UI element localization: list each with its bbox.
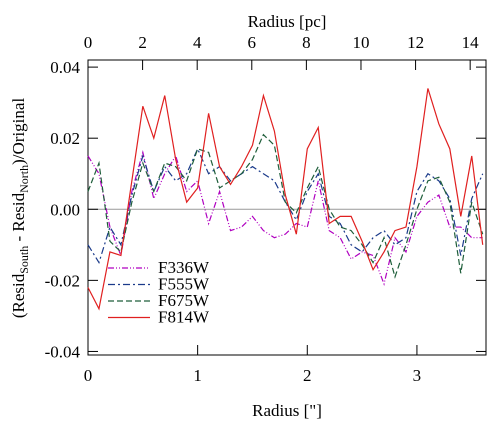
legend-label: F814W xyxy=(158,308,210,327)
x2-tick-label: 0 xyxy=(84,33,93,52)
y-tick-label: -0.04 xyxy=(45,342,81,361)
series-line xyxy=(87,150,483,286)
series-line xyxy=(87,88,484,311)
y-title-part: )/Original xyxy=(9,98,28,165)
x-tick-label: 0 xyxy=(84,366,93,385)
y-tick-label: 0.04 xyxy=(50,58,80,77)
y-tick-label: 0.00 xyxy=(50,200,80,219)
x2-tick-label: 4 xyxy=(193,33,202,52)
x2-tick-label: 2 xyxy=(138,33,147,52)
y-tick-label: 0.02 xyxy=(50,129,80,148)
legend-label: F336W xyxy=(158,258,210,277)
y-title-sub: South xyxy=(17,246,31,274)
x2-tick-label: 6 xyxy=(248,33,257,52)
y-title-part: - Resid xyxy=(9,192,28,245)
x2-tick-label: 10 xyxy=(352,33,369,52)
y-title-sub: North xyxy=(17,165,31,193)
x-tick-label: 3 xyxy=(413,366,422,385)
x2-tick-label: 8 xyxy=(302,33,311,52)
legend-label: F555W xyxy=(158,275,210,294)
y-title-part: (Resid xyxy=(9,273,28,318)
x-axis-title: Radius ["] xyxy=(252,401,322,420)
x2-tick-label: 14 xyxy=(462,33,480,52)
y-tick-label: -0.02 xyxy=(45,271,80,290)
series-line xyxy=(87,133,484,279)
x2-axis-title: Radius [pc] xyxy=(248,12,327,31)
plot-frame xyxy=(87,59,487,356)
x2-tick-label: 12 xyxy=(407,33,424,52)
legend-label: F675W xyxy=(158,291,210,310)
x-tick-label: 1 xyxy=(193,366,202,385)
y-axis-title: (ResidSouth - ResidNorth)/Original xyxy=(9,98,31,319)
x-tick-label: 2 xyxy=(303,366,312,385)
series-line xyxy=(87,147,484,265)
